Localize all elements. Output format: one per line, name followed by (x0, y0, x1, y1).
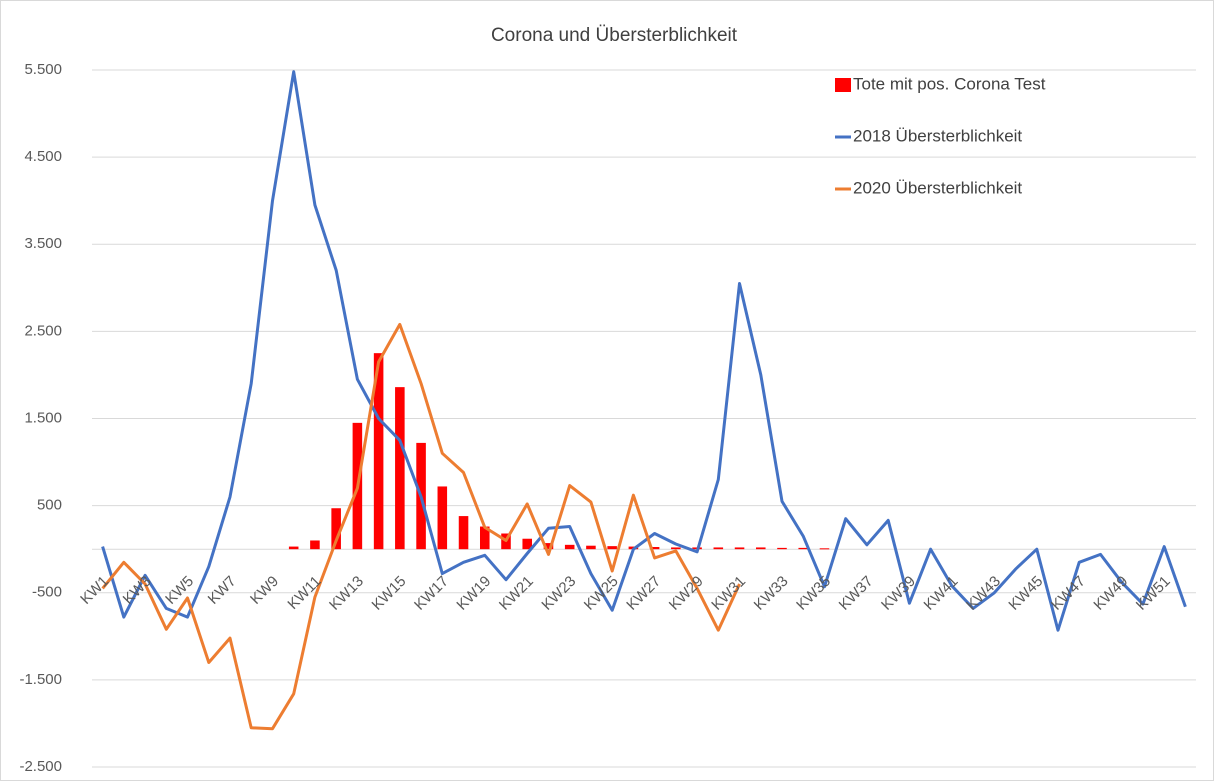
line (101, 70, 1187, 632)
y-tick-label: 4.500 (24, 148, 62, 165)
y-tick-label: -1.500 (19, 671, 62, 688)
bar (755, 547, 766, 550)
y-tick-label: -2.500 (19, 758, 62, 775)
y-tick-label: 1.500 (24, 409, 62, 426)
y-tick-label: 3.500 (24, 235, 62, 252)
bar (607, 546, 617, 550)
bar (819, 548, 830, 550)
bar (671, 547, 681, 550)
bar (437, 486, 448, 550)
bar (479, 526, 490, 550)
y-tick-label: 2.500 (24, 322, 62, 339)
bar (331, 508, 341, 550)
bar (522, 538, 533, 550)
bar (288, 546, 299, 550)
bar (543, 543, 554, 550)
legend-label: Tote mit pos. Corona Test (853, 74, 1046, 93)
y-tick-label: -500 (32, 584, 62, 601)
bar (564, 544, 575, 550)
y-tick-label: 5.500 (24, 61, 62, 78)
bar (798, 547, 809, 550)
legend-swatch (835, 78, 851, 92)
bar (586, 545, 596, 550)
chart-title: Corona und Übersterblichkeit (491, 25, 738, 46)
bar (649, 547, 660, 550)
legend-label: 2020 Übersterblichkeit (853, 178, 1022, 197)
line (101, 322, 741, 731)
legend-label: 2018 Übersterblichkeit (853, 126, 1022, 145)
bar (458, 516, 469, 550)
bar (395, 387, 405, 550)
bar (373, 353, 384, 550)
bar (734, 547, 745, 550)
bar (310, 540, 320, 550)
y-tick-label: 500 (37, 497, 62, 514)
bar (713, 547, 724, 550)
bar (777, 547, 787, 550)
